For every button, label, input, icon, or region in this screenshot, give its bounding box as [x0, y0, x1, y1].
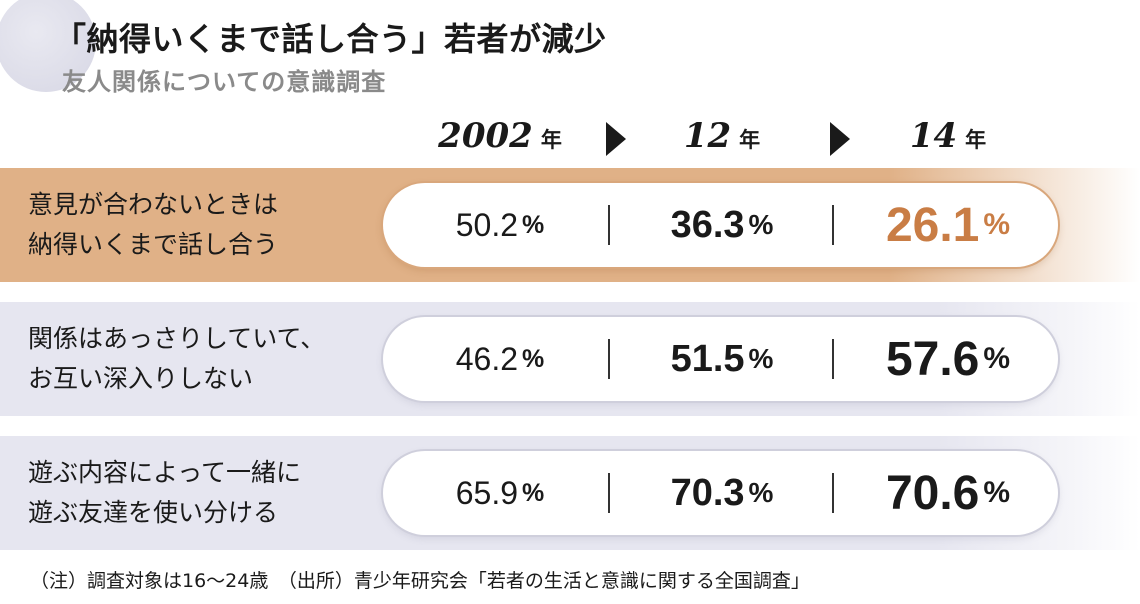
- value-pill: 50.2% 36.3% 26.1%: [383, 183, 1058, 267]
- row-label-line: 意見が合わないときは: [28, 190, 279, 219]
- decorative-circle: [0, 0, 96, 92]
- year-unit: 年: [739, 128, 761, 152]
- arrow-right-icon: [606, 122, 626, 156]
- table-row: 遊ぶ内容によって一緒に 遊ぶ友達を使い分ける 65.9% 70.3% 70.6%: [0, 436, 1140, 550]
- column-separator: [832, 205, 834, 245]
- table-row: 関係はあっさりしていて、 お互い深入りしない 46.2% 51.5% 57.6%: [0, 302, 1140, 416]
- year-unit: 年: [965, 128, 987, 152]
- value-number: 51.5: [670, 337, 745, 380]
- percent-unit: %: [522, 210, 545, 239]
- data-label: 50.2%: [387, 183, 613, 267]
- row-label: 遊ぶ内容によって一緒に 遊ぶ友達を使い分ける: [28, 436, 378, 550]
- percent-unit: %: [748, 343, 774, 374]
- percent-unit: %: [983, 476, 1011, 509]
- percent-unit: %: [983, 208, 1011, 241]
- footnote: （注）調査対象は16～24歳 （出所）青少年研究会「若者の生活と意識に関する全国…: [30, 570, 810, 592]
- row-label-line: お互い深入りしない: [28, 364, 254, 393]
- data-label: 70.3%: [609, 451, 835, 535]
- value-number: 65.9: [455, 474, 519, 511]
- year-unit: 年: [540, 128, 562, 152]
- value-number: 46.2: [455, 340, 519, 377]
- table-row: 意見が合わないときは 納得いくまで話し合う 50.2% 36.3% 26.1%: [0, 168, 1140, 282]
- value-number: 50.2: [455, 206, 519, 243]
- chart-title: 「納得いくまで話し合う」若者が減少: [54, 20, 607, 58]
- year-label: 14: [909, 116, 958, 156]
- percent-unit: %: [522, 344, 545, 373]
- column-separator: [832, 339, 834, 379]
- column-separator: [608, 339, 610, 379]
- column-separator: [608, 473, 610, 513]
- data-label: 65.9%: [387, 451, 613, 535]
- column-separator: [608, 205, 610, 245]
- value-number: 70.3: [670, 471, 745, 514]
- data-label: 70.6%: [835, 451, 1061, 535]
- chart-subtitle: 友人関係についての意識調査: [62, 68, 387, 96]
- percent-unit: %: [522, 478, 545, 507]
- year-header-1: 12 年: [632, 116, 812, 162]
- row-label-line: 関係はあっさりしていて、: [28, 324, 326, 353]
- percent-unit: %: [748, 209, 774, 240]
- row-label: 関係はあっさりしていて、 お互い深入りしない: [28, 302, 378, 416]
- arrow-right-icon: [830, 122, 850, 156]
- year-label: 12: [683, 116, 732, 156]
- data-label: 57.6%: [835, 317, 1061, 401]
- year-header-0: 2002 年: [410, 116, 590, 162]
- data-label: 51.5%: [609, 317, 835, 401]
- percent-unit: %: [983, 342, 1011, 375]
- data-label: 26.1%: [835, 183, 1061, 267]
- percent-unit: %: [748, 477, 774, 508]
- year-label: 2002: [438, 116, 533, 156]
- data-label: 46.2%: [387, 317, 613, 401]
- value-number: 70.6: [885, 466, 980, 520]
- year-header-2: 14 年: [858, 116, 1038, 162]
- row-label-line: 遊ぶ友達を使い分ける: [28, 498, 279, 527]
- value-number: 57.6: [885, 332, 980, 386]
- data-label: 36.3%: [609, 183, 835, 267]
- value-number: 36.3: [670, 203, 745, 246]
- row-label-line: 遊ぶ内容によって一緒に: [28, 458, 302, 487]
- value-pill: 46.2% 51.5% 57.6%: [383, 317, 1058, 401]
- value-pill: 65.9% 70.3% 70.6%: [383, 451, 1058, 535]
- row-label-line: 納得いくまで話し合う: [28, 230, 279, 259]
- row-label: 意見が合わないときは 納得いくまで話し合う: [28, 168, 378, 282]
- value-number: 26.1: [885, 198, 980, 252]
- column-separator: [832, 473, 834, 513]
